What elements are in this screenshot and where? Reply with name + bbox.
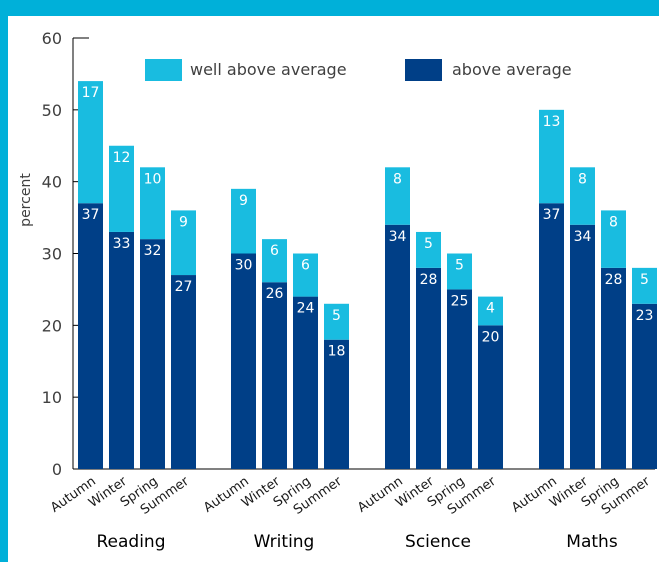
data-label: 37 xyxy=(543,207,561,223)
data-label: 5 xyxy=(640,272,649,288)
data-label: 37 xyxy=(82,207,100,223)
group-label: Maths xyxy=(566,532,618,552)
bar-above-average xyxy=(601,267,626,469)
group-label: Writing xyxy=(254,532,315,552)
data-label: 12 xyxy=(113,150,131,166)
y-tick-label: 0 xyxy=(52,460,62,479)
bar-above-average xyxy=(109,231,134,469)
bar-well-above-average xyxy=(109,145,134,232)
bar-above-average xyxy=(171,275,196,469)
bar-well-above-average xyxy=(539,109,564,204)
legend: well above average above average xyxy=(145,59,572,81)
data-label: 13 xyxy=(543,114,561,130)
data-label: 5 xyxy=(424,236,433,252)
data-label: 32 xyxy=(144,243,162,259)
data-label: 6 xyxy=(301,258,310,274)
data-label: 9 xyxy=(239,193,248,209)
data-label: 30 xyxy=(235,258,253,274)
bar-above-average xyxy=(324,339,349,469)
data-label: 10 xyxy=(144,171,162,187)
data-label: 23 xyxy=(636,308,654,324)
bar-above-average xyxy=(447,289,472,469)
bar-above-average xyxy=(416,267,441,469)
data-label: 18 xyxy=(328,344,346,360)
group-label: Reading xyxy=(96,532,165,552)
bar-above-average xyxy=(231,253,256,469)
bar-well-above-average xyxy=(231,188,256,254)
data-label: 9 xyxy=(179,214,188,230)
header-bar xyxy=(0,0,659,16)
bar-well-above-average xyxy=(171,210,196,276)
side-bar xyxy=(0,0,8,562)
data-label: 6 xyxy=(270,243,279,259)
y-tick-label: 60 xyxy=(42,29,62,48)
bar-well-above-average xyxy=(447,253,472,290)
data-label: 34 xyxy=(574,229,592,245)
bar-well-above-average xyxy=(324,303,349,340)
bar-above-average xyxy=(78,203,103,469)
data-label: 26 xyxy=(266,286,284,302)
data-label: 5 xyxy=(332,308,341,324)
data-label: 28 xyxy=(605,272,623,288)
bars xyxy=(78,81,657,469)
bar-above-average xyxy=(385,224,410,469)
bar-well-above-average xyxy=(601,210,626,268)
bar-well-above-average xyxy=(632,267,657,304)
data-label: 33 xyxy=(113,236,131,252)
bar-above-average xyxy=(293,296,318,469)
data-label: 4 xyxy=(486,301,495,317)
y-tick-label: 10 xyxy=(42,388,62,407)
bar-above-average xyxy=(478,325,503,469)
bar-well-above-average xyxy=(78,81,103,204)
data-label: 8 xyxy=(393,171,402,187)
data-label: 25 xyxy=(451,293,469,309)
legend-swatch xyxy=(145,59,182,81)
y-tick-label: 30 xyxy=(42,245,62,264)
legend-swatch xyxy=(405,59,442,81)
bar-well-above-average xyxy=(416,231,441,268)
bar-above-average xyxy=(632,303,657,469)
y-tick-label: 50 xyxy=(42,101,62,120)
data-label: 20 xyxy=(482,329,500,345)
bar-above-average xyxy=(539,203,564,469)
axes: 0 10 20 30 40 50 60 xyxy=(42,29,655,479)
data-label: 5 xyxy=(455,258,464,274)
data-label: 27 xyxy=(175,279,193,295)
y-tick-label: 20 xyxy=(42,316,62,335)
y-axis-label: percent xyxy=(18,173,34,227)
data-label: 28 xyxy=(420,272,438,288)
data-label: 17 xyxy=(82,85,100,101)
bar-above-average xyxy=(140,239,165,469)
bar-well-above-average xyxy=(140,167,165,240)
bar-well-above-average xyxy=(293,253,318,297)
data-label: 8 xyxy=(578,171,587,187)
bar-well-above-average xyxy=(262,239,287,283)
bar-well-above-average xyxy=(478,296,503,326)
bar-above-average xyxy=(262,282,287,469)
group-label: Science xyxy=(405,532,471,552)
data-label: 34 xyxy=(389,229,407,245)
legend-label: above average xyxy=(452,60,572,79)
bar-above-average xyxy=(570,224,595,469)
y-tick-label: 40 xyxy=(42,173,62,192)
legend-label: well above average xyxy=(190,60,347,79)
bar-well-above-average xyxy=(570,167,595,225)
bar-well-above-average xyxy=(385,167,410,225)
data-label: 24 xyxy=(297,301,315,317)
data-label: 8 xyxy=(609,214,618,230)
